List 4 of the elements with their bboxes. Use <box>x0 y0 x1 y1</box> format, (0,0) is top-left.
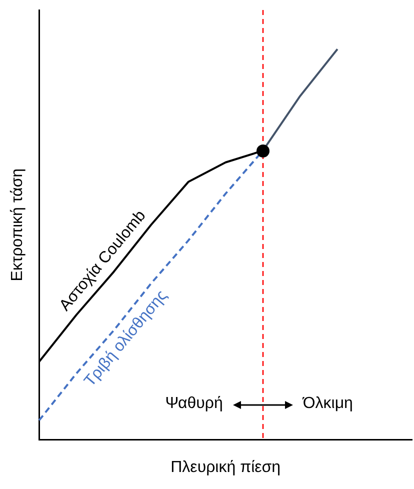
x-axis-title: Πλευρική πίεση <box>170 458 281 476</box>
y-axis-title: Εκτροπική τάση <box>9 168 26 282</box>
annotation: Όλκιμη <box>302 394 353 413</box>
annotation: Ψαθυρή <box>165 394 223 413</box>
